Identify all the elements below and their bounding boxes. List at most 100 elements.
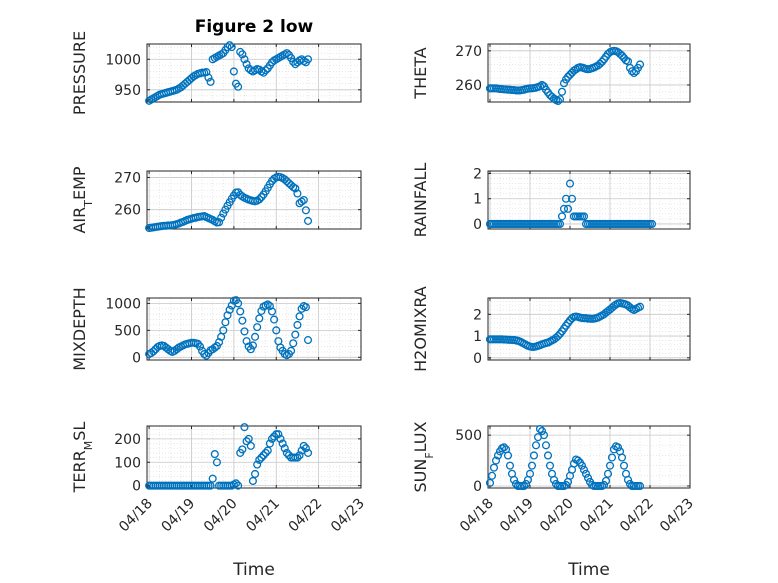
data-point	[293, 320, 302, 330]
data-point	[619, 461, 629, 470]
data-point	[204, 73, 213, 82]
data-point	[521, 479, 531, 488]
data-point	[623, 475, 633, 484]
data-point	[299, 441, 308, 450]
data-point	[206, 481, 215, 490]
data-point	[599, 480, 609, 490]
subplot-5: 0 500 1000 MIXDEPTH	[70, 287, 362, 371]
y-axis-label: TERRMSL	[70, 422, 95, 494]
data-point	[255, 455, 264, 464]
data-point	[555, 219, 565, 229]
y-tick-label: 0	[473, 217, 482, 233]
data-point	[299, 195, 308, 205]
y-tick-label: 2	[473, 307, 482, 323]
data-point	[617, 51, 627, 60]
data-point	[629, 68, 639, 78]
data-point	[195, 342, 205, 351]
y-axis-label: MIXDEPTH	[70, 287, 89, 370]
data-point	[487, 471, 497, 480]
data-point	[291, 330, 300, 339]
data-point	[573, 456, 583, 465]
data-point	[291, 184, 300, 193]
data-point	[240, 423, 249, 432]
data-point	[301, 206, 310, 215]
axes-box	[487, 425, 691, 489]
data-point	[210, 450, 219, 459]
data-point	[561, 194, 571, 203]
data-point	[579, 212, 589, 221]
data-point	[565, 70, 575, 79]
y-tick-label: 260	[455, 78, 482, 94]
y-axis-label: AIRTEMP	[70, 166, 95, 233]
data-point	[493, 451, 503, 460]
data-point	[238, 316, 247, 325]
data-point	[242, 437, 251, 446]
data-point	[219, 209, 228, 218]
data-point	[597, 57, 607, 66]
data-point	[240, 55, 249, 64]
data-point	[303, 55, 313, 64]
data-point	[212, 458, 221, 467]
chart-title: Figure 2 low	[195, 17, 314, 37]
data-point	[543, 451, 553, 460]
data-point	[607, 453, 617, 462]
data-point	[549, 475, 559, 484]
data-point	[236, 307, 245, 316]
data-point	[217, 213, 226, 222]
data-point	[559, 204, 569, 213]
data-point	[563, 204, 573, 213]
data-point	[221, 318, 230, 327]
data-point	[234, 481, 243, 490]
y-axis-label: PRESSURE	[70, 31, 89, 115]
data-point	[265, 302, 274, 311]
data-point	[231, 479, 241, 488]
data-point	[255, 195, 264, 204]
data-point	[272, 326, 281, 335]
data-point	[242, 337, 251, 346]
data-point	[257, 306, 266, 315]
data-point	[617, 453, 627, 462]
data-point	[214, 338, 224, 347]
data-point	[259, 451, 268, 460]
data-point	[280, 444, 289, 453]
data-point	[303, 336, 313, 345]
data-point	[553, 96, 563, 106]
data-point	[303, 448, 313, 457]
y-tick-label: 0	[473, 479, 482, 495]
data-point	[535, 424, 545, 434]
data-point	[567, 194, 577, 203]
data-point	[236, 47, 245, 56]
y-tick-label: 1	[473, 192, 482, 208]
data-point	[549, 94, 559, 103]
data-point	[565, 179, 575, 188]
y-tick-label: 2	[473, 167, 482, 183]
data-point	[263, 446, 272, 455]
subplot-3: 260 270 AIRTEMP	[70, 166, 362, 234]
data-point	[505, 461, 515, 470]
data-point	[541, 441, 551, 450]
data-point	[535, 82, 545, 91]
data-point	[647, 219, 657, 229]
data-point	[223, 43, 232, 52]
data-point	[246, 441, 255, 450]
data-point	[529, 451, 539, 460]
x-axis-label: Time	[567, 560, 610, 580]
y-tick-label: 0	[473, 351, 482, 367]
subplot-2: 260 270 THETA	[411, 43, 691, 106]
data-point	[289, 339, 298, 348]
data-point	[229, 67, 238, 76]
data-point	[267, 434, 277, 443]
data-point	[303, 216, 313, 225]
axes-box	[487, 170, 691, 230]
data-point	[234, 82, 243, 91]
data-point	[297, 197, 306, 206]
data-point	[267, 307, 277, 316]
data-point	[282, 49, 291, 58]
data-point	[261, 448, 270, 457]
data-point	[251, 332, 260, 341]
data-point	[301, 303, 310, 312]
data-point	[248, 341, 257, 350]
data-point	[270, 315, 279, 324]
axes-box	[146, 425, 362, 489]
data-point	[627, 67, 637, 76]
